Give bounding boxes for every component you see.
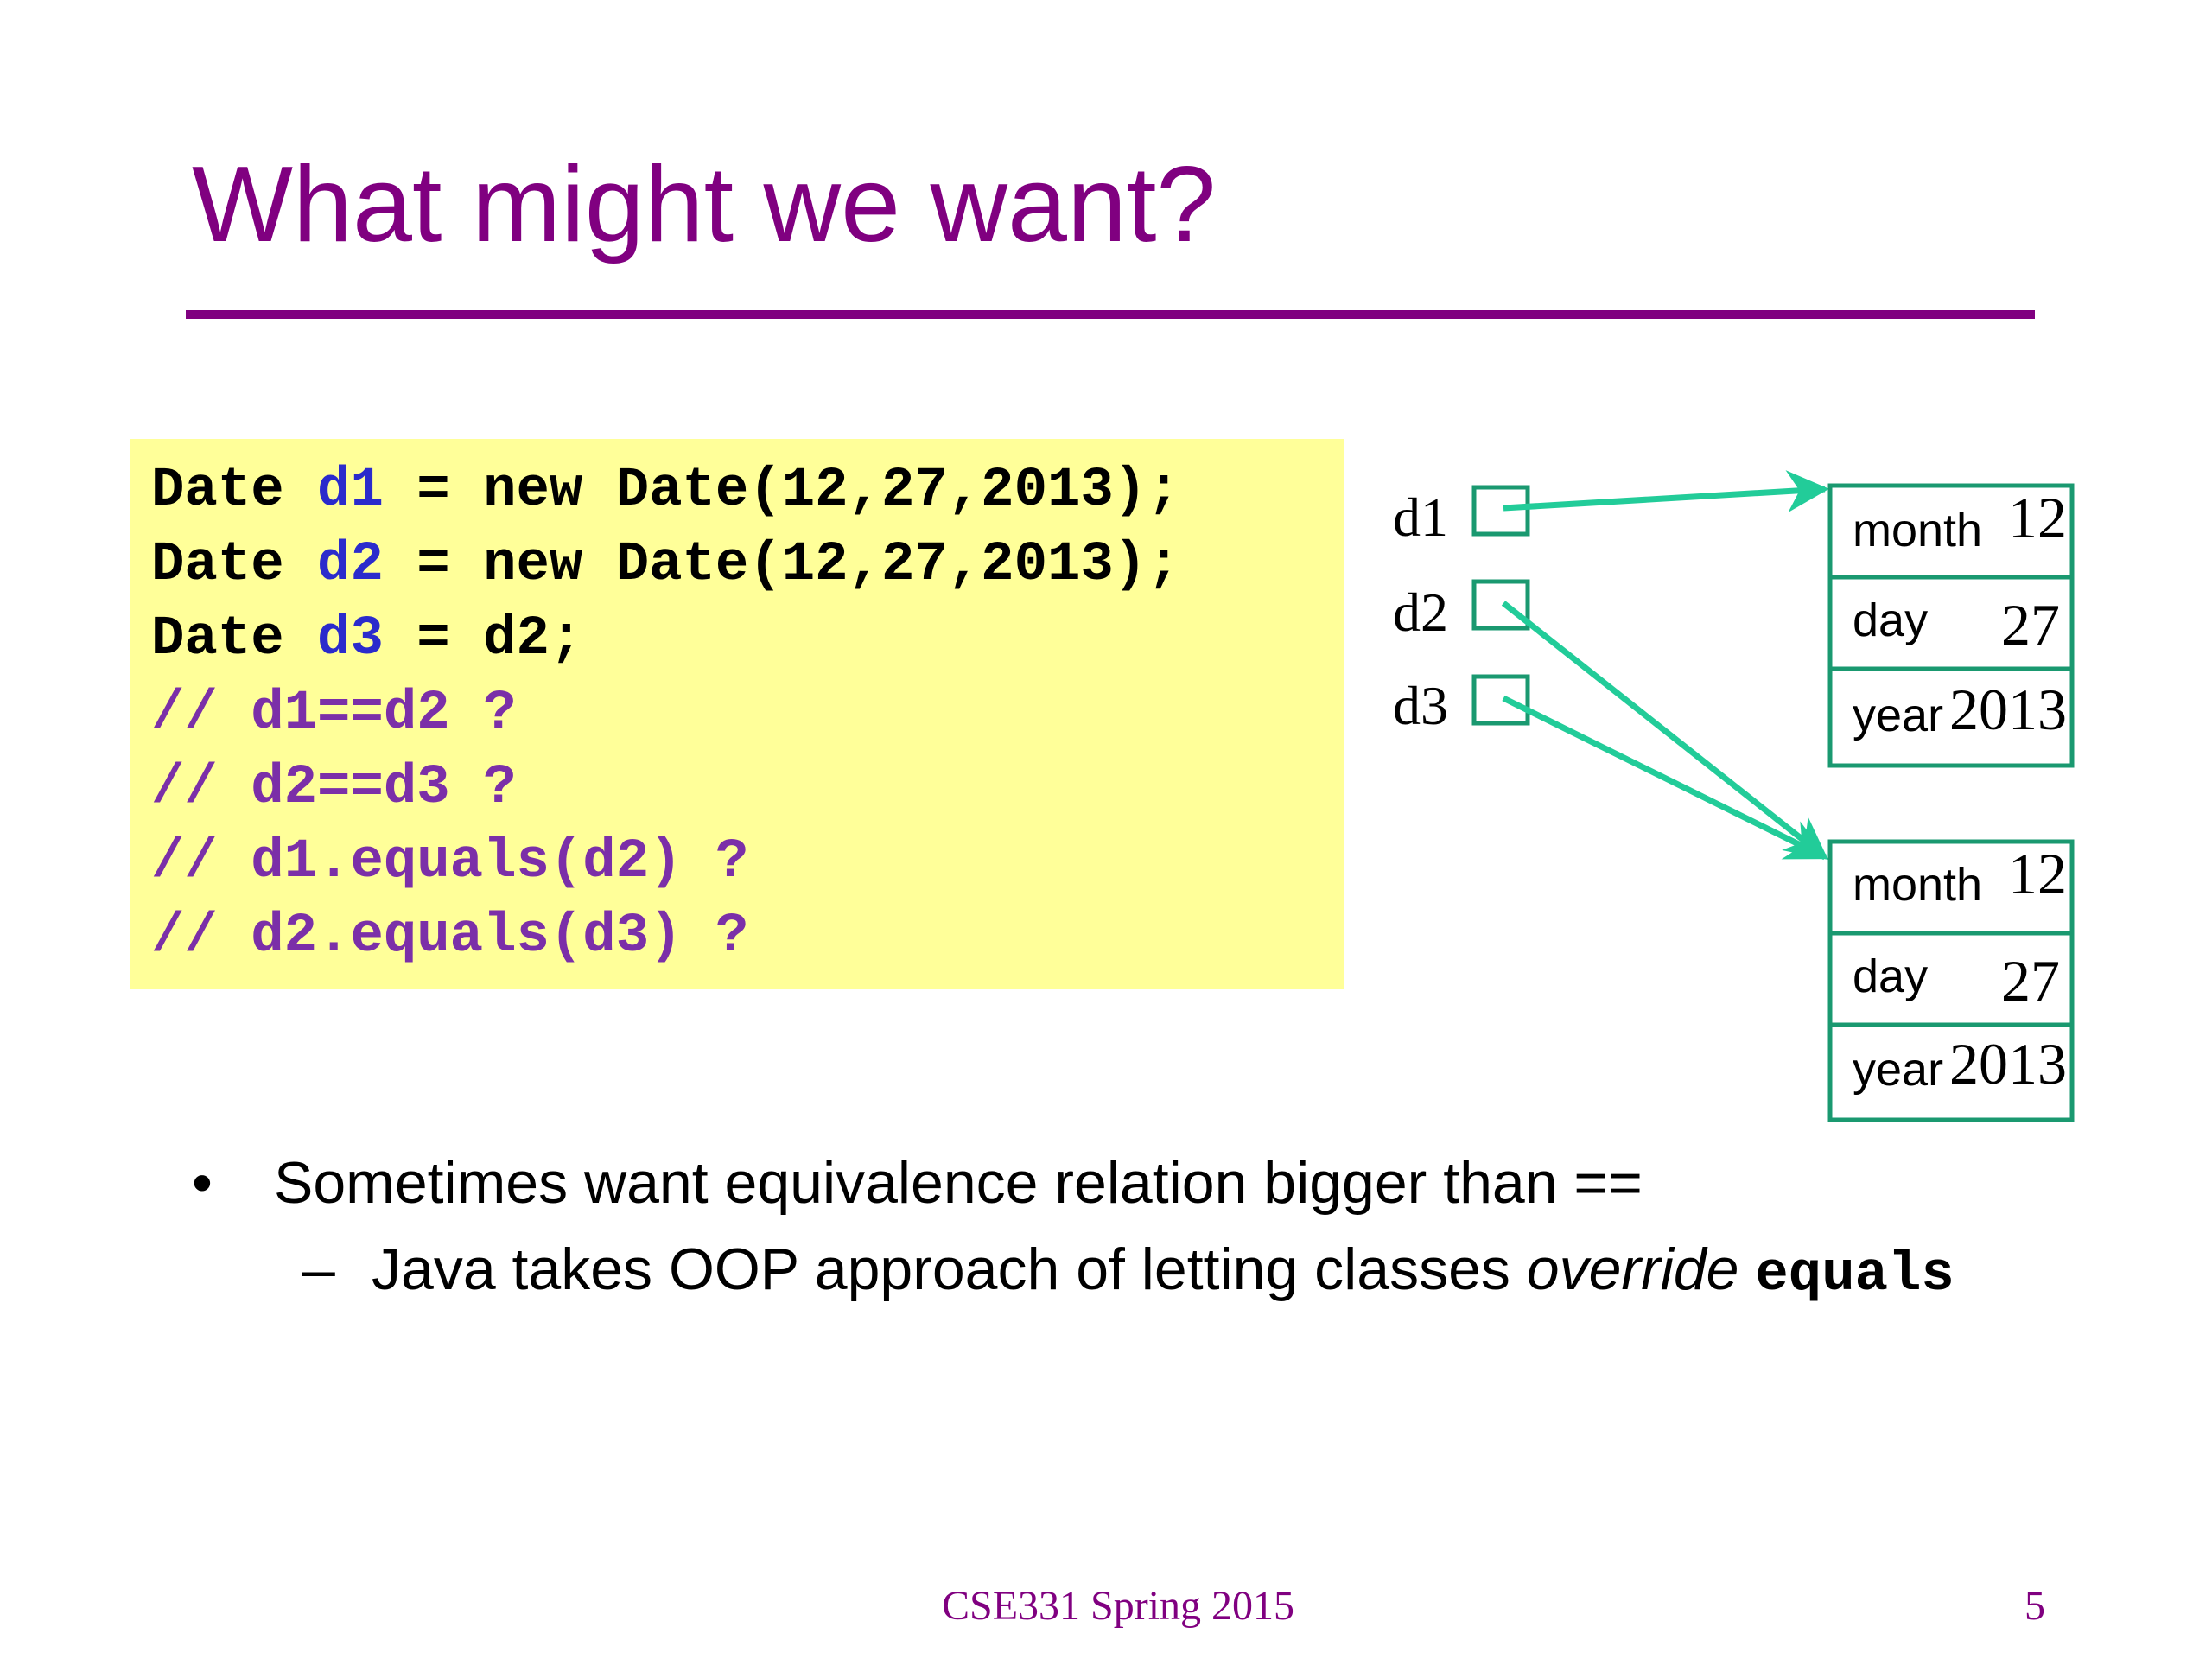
code-variable: d1 — [317, 460, 384, 522]
reference-box-d1 — [1471, 485, 1530, 537]
code-comment: // d2==d3 ? — [151, 757, 517, 819]
code-block: Date d1 = new Date(12,27,2013); Date d2 =… — [151, 454, 1180, 974]
object-1-year-cell — [1827, 666, 2075, 768]
reference-box-d3 — [1471, 674, 1530, 726]
reference-box-d2 — [1471, 579, 1530, 631]
code-token: Date — [151, 608, 318, 671]
object-2-day-label: day — [1853, 950, 1928, 1002]
code-line: Date d2 = new Date(12,27,2013); — [151, 528, 1180, 602]
code-variable: d3 — [317, 608, 384, 671]
variable-label-d2: d2 — [1393, 582, 1448, 643]
arrow-d1-to-object-1 — [1503, 470, 1829, 513]
sub-bullet-text-italic: override — [1526, 1236, 1739, 1302]
sub-bullet-text: Java takes OOP approach of letting class… — [372, 1240, 1955, 1303]
code-line: Date d1 = new Date(12,27,2013); — [151, 454, 1180, 528]
object-2-month-cell — [1827, 839, 2075, 936]
date-object-1: month 12 day 27 year 2013 — [1827, 483, 2075, 768]
object-1-day-value: 27 — [2001, 592, 2060, 658]
object-2-month-value: 12 — [2008, 841, 2067, 906]
object-2-year-cell — [1827, 1022, 2075, 1122]
object-1-day-cell — [1827, 575, 2075, 671]
code-token: = new Date(12,27,2013); — [383, 460, 1180, 522]
slide-title: What might we want? — [192, 145, 1217, 264]
arrow-d2-to-object-2 — [1501, 601, 1828, 861]
code-comment: // d1==d2 ? — [151, 683, 517, 745]
sub-bullet-text-plain: Java takes OOP approach of letting class… — [372, 1236, 1527, 1302]
code-line: // d2.equals(d3) ? — [151, 899, 1180, 974]
code-token: = d2; — [383, 608, 583, 671]
arrow-d3-to-object-2 — [1502, 695, 1829, 861]
code-line: // d2==d3 ? — [151, 751, 1180, 825]
code-variable: d2 — [317, 534, 384, 596]
code-comment: // d2.equals(d3) ? — [151, 906, 749, 968]
object-1-month-label: month — [1853, 505, 1982, 556]
variable-label-d1: d1 — [1393, 486, 1448, 548]
object-1-year-value: 2013 — [1949, 677, 2067, 742]
sub-bullet-marker: – — [302, 1236, 335, 1302]
code-comment: // d1.equals(d2) ? — [151, 831, 749, 893]
code-line: // d1==d2 ? — [151, 677, 1180, 751]
code-line: // d1.equals(d2) ? — [151, 825, 1180, 899]
footer-page-number: 5 — [2024, 1583, 2045, 1629]
object-2-day-value: 27 — [2001, 948, 2060, 1014]
code-token: Date — [151, 534, 318, 596]
object-1-day-label: day — [1853, 594, 1928, 646]
object-1-year-label: year — [1853, 690, 1943, 741]
bullet-text-1: Sometimes want equivalence relation bigg… — [274, 1150, 1643, 1216]
date-object-2: month 12 day 27 year 2013 — [1827, 839, 2075, 1122]
object-2-year-value: 2013 — [1949, 1031, 2067, 1096]
object-2-month-label: month — [1853, 859, 1982, 911]
object-1-month-value: 12 — [2008, 485, 2067, 550]
code-token: = new Date(12,27,2013); — [383, 534, 1180, 596]
code-block-background — [130, 439, 1344, 989]
sub-bullet-text-code: equals — [1755, 1244, 1955, 1306]
object-2-day-cell — [1827, 931, 2075, 1027]
title-underline — [186, 310, 2035, 319]
variable-label-d3: d3 — [1393, 675, 1448, 736]
object-1-month-cell — [1827, 483, 2075, 580]
object-2-year-label: year — [1853, 1044, 1943, 1096]
bullet-marker: • — [192, 1150, 213, 1216]
code-line: Date d3 = d2; — [151, 602, 1180, 677]
footer-course: CSE331 Spring 2015 — [942, 1583, 1295, 1629]
code-token: Date — [151, 460, 318, 522]
